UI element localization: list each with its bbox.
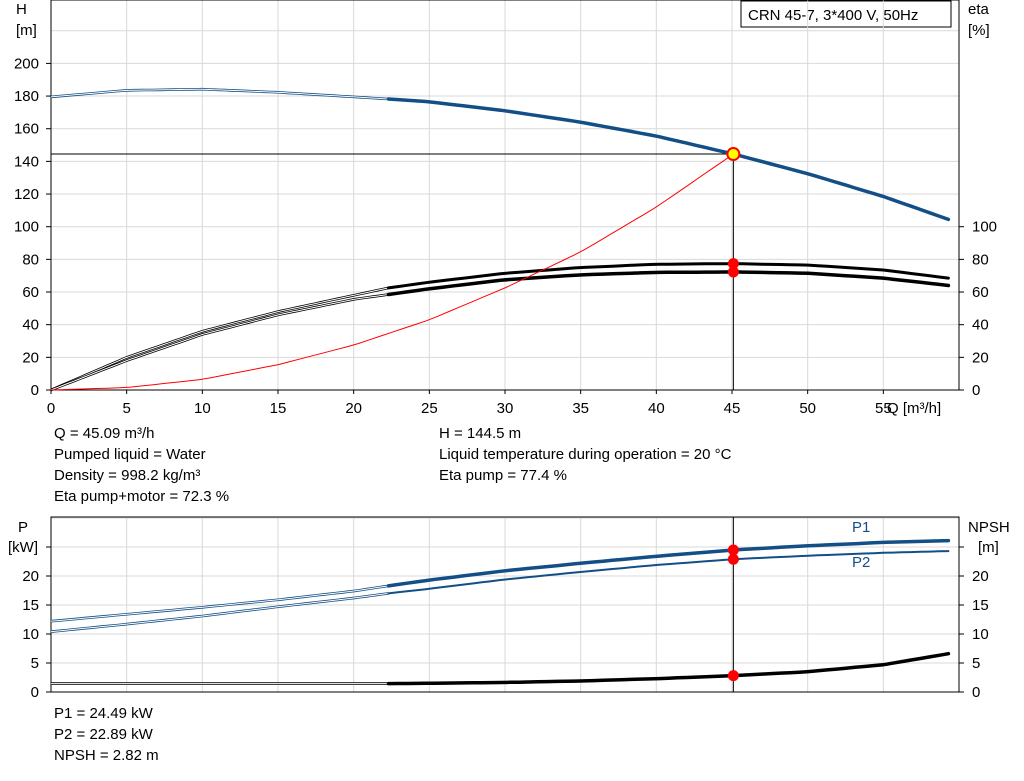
- bottom-right-tick-label: 0: [972, 684, 980, 701]
- duty-point-marker: [726, 147, 741, 162]
- bottom-right-tick-label: 5: [972, 655, 980, 672]
- top-left-tick-label: 40: [22, 317, 39, 334]
- top-right-tick-label: 100: [972, 219, 997, 236]
- bottom-right-tick-label: 10: [972, 626, 989, 643]
- bottom-left-tick-label: 10: [22, 626, 39, 643]
- bottom-right-tick-label: 15: [972, 597, 989, 614]
- info-eta-pump-motor: Eta pump+motor = 72.3 %: [54, 488, 230, 505]
- P1-curve-thin-outline: [50, 584, 389, 623]
- top-right-tick-label: 80: [972, 251, 989, 268]
- eta_pump-curve-thick: [387, 262, 950, 290]
- info-eta-pump: Eta pump = 77.4 %: [439, 467, 567, 484]
- bottom-left-tick-label: 5: [31, 655, 39, 672]
- title-box-text: CRN 45-7, 3*400 V, 50Hz: [748, 7, 918, 24]
- plot-layer: 0 5 10 15 20 25 30 35 40 45 50 55020406080100120140…: [14, 0, 997, 701]
- P1-curve-thin-core: [50, 585, 389, 622]
- eta_pump_motor-curve-thin-core: [50, 294, 389, 391]
- top-left-tick-label: 100: [14, 219, 39, 236]
- bottom-right-tick-label: 20: [972, 568, 989, 585]
- top-left-tick-label: 120: [14, 186, 39, 203]
- head-curve-thick: [386, 97, 951, 222]
- top-left-tick-label: 180: [14, 88, 39, 105]
- eta_pump_motor-marker: [727, 266, 739, 278]
- bottom-left-tick-label: 20: [22, 568, 39, 585]
- info-density: Density = 998.2 kg/m³: [54, 467, 201, 484]
- top-left-axis-label-1: H: [16, 1, 27, 18]
- top-right-tick-label: 20: [972, 349, 989, 366]
- bottom-left-axis-label-1: P: [18, 519, 28, 536]
- x-tick-label: 35: [572, 400, 589, 417]
- x-tick-label: 55: [875, 400, 892, 417]
- head-curve-thin-outline: [50, 87, 389, 101]
- x-axis-label: Q [m³/h]: [887, 400, 941, 417]
- NPSH-marker: [727, 670, 739, 682]
- info-npsh: NPSH = 2.82 m: [54, 747, 159, 764]
- bottom-right-axis-label-2: [m]: [978, 539, 999, 556]
- x-tick-label: 10: [194, 400, 211, 417]
- info-head: H = 144.5 m: [439, 425, 522, 442]
- series-label-p2: P2: [852, 554, 870, 571]
- title-box: [740, 0, 952, 28]
- eta_pump-curve-thin-core: [50, 287, 389, 391]
- P2-curve-thick: [387, 550, 950, 595]
- top-left-axis-label-2: [m]: [16, 22, 37, 39]
- x-tick-label: 50: [799, 400, 816, 417]
- info-left: Q = 45.09 m³/h Pumped liquid = Water Den…: [54, 425, 229, 509]
- top-right-tick-label: 60: [972, 284, 989, 301]
- info-liquid-temperature: Liquid temperature during operation = 20…: [439, 446, 732, 463]
- P2-curve-thin-outline: [50, 592, 389, 633]
- top-left-tick-label: 200: [14, 55, 39, 72]
- info-p1: P1 = 24.49 kW: [54, 705, 153, 722]
- top-left-tick-label: 140: [14, 153, 39, 170]
- eta_pump-marker: [727, 258, 739, 270]
- top-left-tick-label: 160: [14, 121, 39, 138]
- top-left-tick-label: 20: [22, 349, 39, 366]
- eta_pump_motor-curve-thick: [386, 270, 951, 297]
- x-tick-label: 0: [47, 400, 55, 417]
- x-tick-label: 25: [421, 400, 438, 417]
- bottom-left-tick-label: 0: [31, 684, 39, 701]
- info-flow: Q = 45.09 m³/h: [54, 425, 155, 442]
- bottom-left-axis-label-2: [kW]: [8, 539, 38, 556]
- head-curve-thin-core: [50, 88, 389, 100]
- x-tick-label: 45: [724, 400, 741, 417]
- info-p2: P2 = 22.89 kW: [54, 726, 153, 743]
- bottom-left-tick-label: 15: [22, 597, 39, 614]
- x-tick-label: 30: [497, 400, 514, 417]
- x-tick-label: 5: [122, 400, 130, 417]
- bottom-right-axis-label-1: NPSH: [968, 519, 1010, 536]
- top-right-axis-label-2: [%]: [968, 22, 990, 39]
- top-left-tick-label: 0: [31, 382, 39, 399]
- top-left-tick-label: 80: [22, 251, 39, 268]
- NPSH-curve-thick: [386, 651, 951, 686]
- top-right-tick-label: 40: [972, 317, 989, 334]
- info-pumped-liquid: Pumped liquid = Water: [54, 446, 206, 463]
- system_curve-curve-thin: [50, 153, 734, 391]
- P1-marker: [727, 544, 739, 556]
- x-tick-label: 20: [345, 400, 362, 417]
- x-tick-label: 40: [648, 400, 665, 417]
- P2-marker: [727, 553, 739, 565]
- top-right-tick-label: 0: [972, 382, 980, 399]
- info-bottom: P1 = 24.49 kW P2 = 22.89 kW NPSH = 2.82 …: [54, 705, 159, 768]
- series-label-p1: P1: [852, 519, 870, 536]
- top-right-axis-label-1: eta: [968, 1, 990, 18]
- x-tick-label: 15: [270, 400, 287, 417]
- P1-curve-thick: [386, 538, 951, 588]
- top-left-tick-label: 60: [22, 284, 39, 301]
- P2-curve-thin-core: [50, 592, 389, 633]
- info-right: H = 144.5 m Liquid temperature during op…: [439, 425, 731, 488]
